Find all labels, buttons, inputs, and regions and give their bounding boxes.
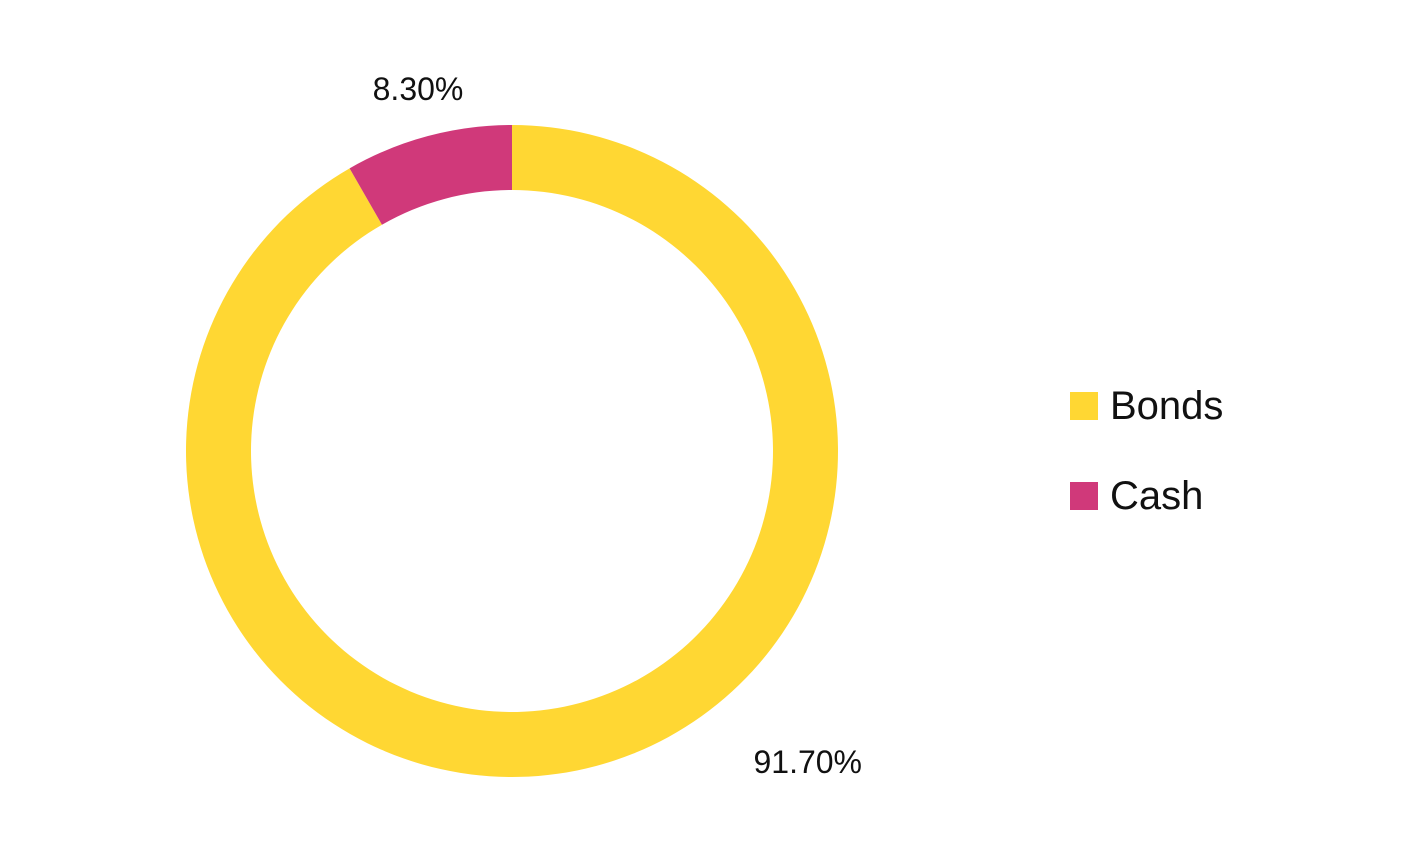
donut-slices xyxy=(185,125,838,777)
data-label-cash: 8.30% xyxy=(373,71,464,107)
slice-cash[interactable] xyxy=(349,125,512,225)
legend-swatch-bonds xyxy=(1070,392,1098,420)
slice-bonds[interactable] xyxy=(185,125,838,777)
legend-item-cash[interactable]: Cash xyxy=(1070,470,1223,522)
legend-label-cash: Cash xyxy=(1110,474,1204,518)
legend-item-bonds[interactable]: Bonds xyxy=(1070,380,1223,432)
data-label-bonds: 91.70% xyxy=(753,744,862,780)
legend-label-bonds: Bonds xyxy=(1110,384,1224,428)
chart-legend: Bonds Cash xyxy=(1070,380,1223,560)
legend-swatch-cash xyxy=(1070,482,1098,510)
